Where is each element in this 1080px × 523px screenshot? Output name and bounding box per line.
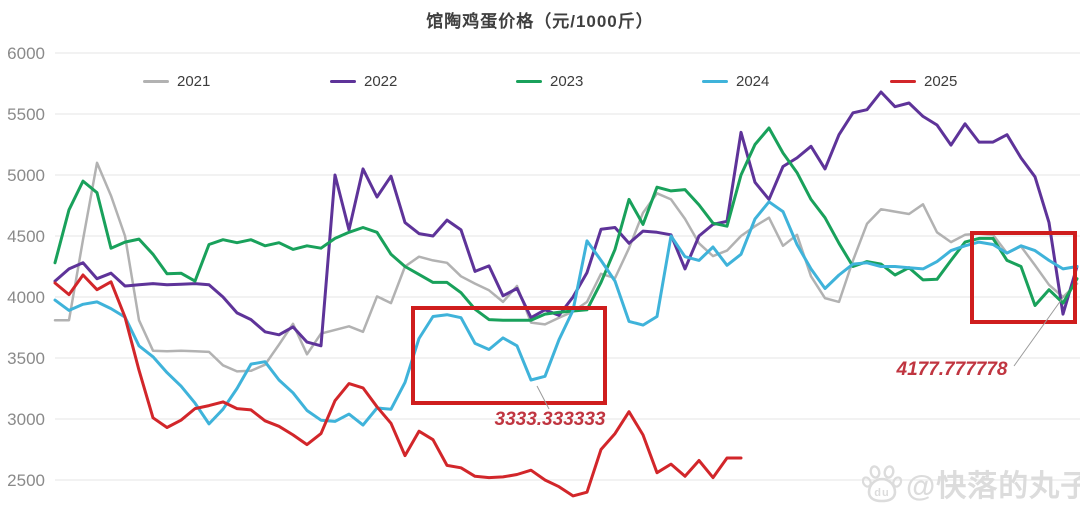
y-tick-3500: 3500 [7, 349, 45, 368]
legend-marker-2024 [702, 79, 728, 83]
annotation-value-1: 3333.333333 [495, 409, 606, 430]
callout-line-2 [1013, 295, 1065, 367]
legend-marker-2022 [330, 79, 356, 83]
legend-label-2022: 2022 [364, 72, 398, 90]
legend-label-2025: 2025 [924, 72, 958, 90]
legend-item-2023[interactable]: 2023 [516, 72, 583, 90]
legend-label-2021: 2021 [177, 72, 211, 90]
legend-item-2024[interactable]: 2024 [702, 72, 769, 90]
y-tick-5000: 5000 [7, 166, 45, 185]
series-line-2021 [53, 161, 1079, 373]
watermark-text: @快落的丸子 [906, 470, 1080, 503]
baidu-paw-icon: du [862, 465, 903, 503]
watermark: du @快落的丸子 [862, 461, 1080, 505]
legend-marker-2025 [890, 79, 916, 83]
y-tick-3000: 3000 [7, 410, 45, 429]
y-tick-5500: 5500 [7, 105, 45, 124]
legend-marker-2021 [143, 79, 169, 83]
annotation-value-2: 4177.777778 [896, 359, 1008, 380]
annotations: 3333.333333 4177.777778 [411, 231, 1077, 430]
highlight-box-2 [970, 231, 1077, 324]
series-line-2025 [53, 273, 743, 498]
callout-line-1 [536, 385, 550, 410]
y-tick-4500: 4500 [7, 227, 45, 246]
gridlines [55, 52, 1080, 481]
legend-label-2024: 2024 [736, 72, 770, 90]
series-line-2024 [53, 200, 1079, 427]
chart-title: 馆陶鸡蛋价格（元/1000斤） [426, 12, 654, 31]
legend-item-2021[interactable]: 2021 [143, 72, 210, 90]
legend-item-2022[interactable]: 2022 [330, 72, 397, 90]
legend-label-2023: 2023 [550, 72, 584, 90]
highlight-box-1 [411, 306, 607, 405]
y-tick-6000: 6000 [7, 44, 45, 63]
legend-item-2025[interactable]: 2025 [890, 72, 957, 90]
y-tick-2500: 2500 [7, 471, 45, 490]
legend-marker-2023 [516, 79, 542, 83]
paw-du-label: du [874, 487, 889, 499]
data-series-lines [53, 90, 1079, 498]
y-tick-4000: 4000 [7, 288, 45, 307]
y-axis-tick-labels: 6000 5500 5000 4500 4000 3500 3000 2500 [7, 44, 45, 490]
series-line-2023 [53, 126, 1079, 322]
